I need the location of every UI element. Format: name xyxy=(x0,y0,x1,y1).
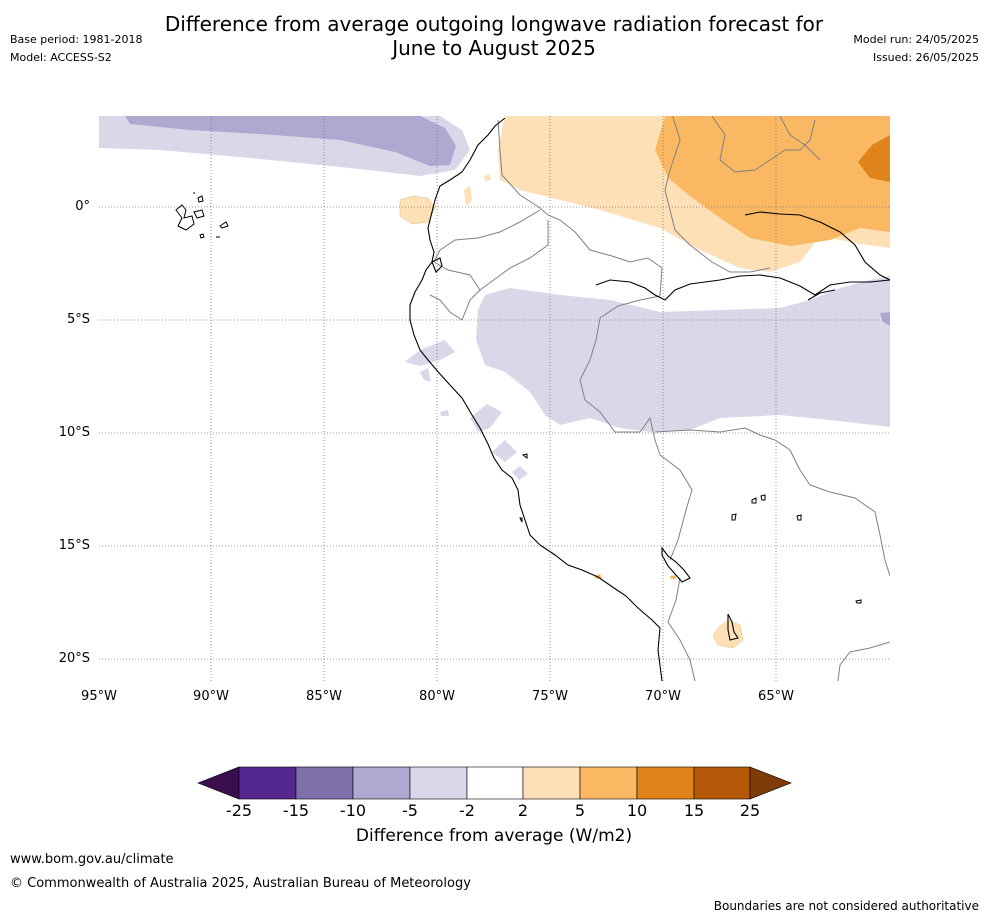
lat-tick-10s: 10°S xyxy=(58,425,90,440)
anomaly-region-purple-east xyxy=(880,312,890,326)
small-lakes xyxy=(519,453,862,604)
issued-date: Issued: 26/05/2025 xyxy=(872,51,979,64)
model-run: Model run: 24/05/2025 xyxy=(853,33,979,46)
anomaly-region-light-purple-coast4 xyxy=(492,440,517,462)
colorbar-tick: 15 xyxy=(683,801,705,820)
colorbar-label: Difference from average (W/m2) xyxy=(355,826,633,846)
metadata-right: Model run: 24/05/2025 Issued: 26/05/2025 xyxy=(853,31,979,67)
base-period: Base period: 1981-2018 xyxy=(10,33,143,46)
colorbar-tick: 25 xyxy=(739,801,761,820)
footer-copyright: © Commonwealth of Australia 2025, Austra… xyxy=(10,876,471,891)
colorbar-bin-4 xyxy=(409,766,468,800)
anomaly-region-light-purple-coast6 xyxy=(440,410,449,416)
anomaly-region-light-purple-coast1 xyxy=(405,340,455,366)
lon-tick-70w: 70°W xyxy=(645,689,681,704)
gridlines xyxy=(99,116,890,681)
map-title: Difference from average outgoing longwav… xyxy=(0,12,988,60)
colorbar-tick: -5 xyxy=(402,801,418,820)
colorbar-tick: 5 xyxy=(574,801,586,820)
country-borders xyxy=(429,116,890,681)
lon-tick-95w: 95°W xyxy=(81,689,117,704)
colorbar-bin-8 xyxy=(636,766,695,800)
boundary-disclaimer: Boundaries are not considered authoritat… xyxy=(713,899,979,913)
title-line-2: June to August 2025 xyxy=(392,36,596,60)
anomaly-region-peach-south xyxy=(712,619,744,649)
metadata-left: Base period: 1981-2018 Model: ACCESS-S2 xyxy=(10,31,142,67)
anomaly-region-orange-ne xyxy=(655,116,890,246)
map-plot-area xyxy=(99,116,890,681)
colorbar-bin-5 xyxy=(466,766,524,800)
anomaly-region-peach-dot2 xyxy=(670,575,676,579)
colorbar-bin-9 xyxy=(693,766,751,800)
colorbar-bin-7 xyxy=(579,766,638,800)
lon-tick-80w: 80°W xyxy=(419,689,455,704)
coastlines xyxy=(409,117,890,681)
lat-tick-20s: 20°S xyxy=(58,651,90,666)
colorbar-bin-2 xyxy=(295,766,354,800)
colorbar-tick: -25 xyxy=(225,801,253,820)
anomaly-region-purple-nw xyxy=(125,116,456,166)
colorbar xyxy=(197,766,792,800)
colorbar-tick: -10 xyxy=(339,801,367,820)
lon-tick-85w: 85°W xyxy=(306,689,342,704)
model-name: Model: ACCESS-S2 xyxy=(10,51,112,64)
colorbar-tick: 10 xyxy=(626,801,648,820)
colorbar-tick: -2 xyxy=(459,801,475,820)
lon-tick-75w: 75°W xyxy=(532,689,568,704)
colorbar-bin-1 xyxy=(238,766,297,800)
anomaly-region-light-purple-coast2 xyxy=(420,368,431,382)
colorbar-bin-6 xyxy=(522,766,581,800)
title-line-1: Difference from average outgoing longwav… xyxy=(164,12,824,36)
lat-tick-0: 0° xyxy=(75,199,90,214)
lat-tick-5s: 5°S xyxy=(66,312,90,327)
colorbar-extend-max xyxy=(749,766,792,800)
colorbar-tick: -15 xyxy=(282,801,310,820)
lon-tick-90w: 90°W xyxy=(193,689,229,704)
colorbar-tick: 2 xyxy=(517,801,529,820)
footer-url: www.bom.gov.au/climate xyxy=(10,852,174,867)
colorbar-extend-min xyxy=(197,766,240,800)
anomaly-region-light-purple-coast5 xyxy=(512,466,528,480)
lat-tick-15s: 15°S xyxy=(58,538,90,553)
anomaly-region-dark-orange-ne xyxy=(858,135,890,182)
galapagos-islands xyxy=(175,192,229,239)
colorbar-bin-3 xyxy=(352,766,411,800)
anomaly-region-peach-small1 xyxy=(464,186,472,206)
anomaly-region-light-purple-central xyxy=(476,276,890,432)
lon-tick-65w: 65°W xyxy=(758,689,794,704)
anomaly-region-peach-small2 xyxy=(484,174,491,181)
